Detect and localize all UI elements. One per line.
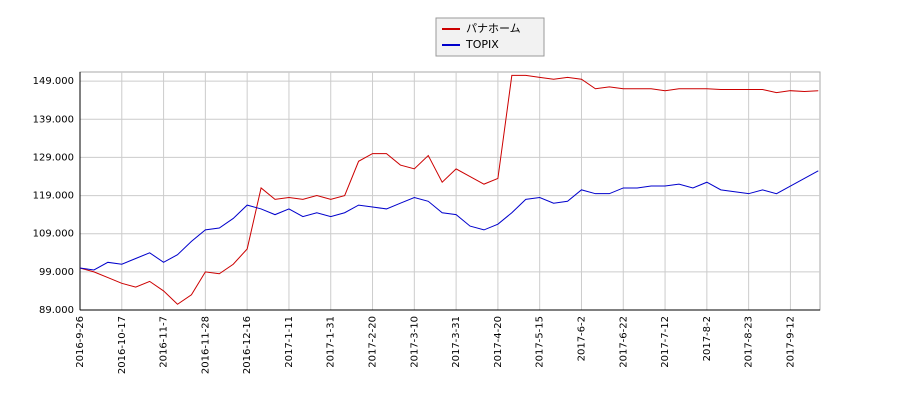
x-tick-label: 2017-5-15 [535,316,546,368]
x-tick-label: 2016-11-28 [200,316,211,374]
y-tick-label: 119.000 [33,191,74,202]
x-tick-label: 2017-1-11 [284,316,295,368]
x-tick-label: 2017-7-12 [660,316,671,368]
x-tick-label: 2017-3-31 [451,316,462,368]
x-tick-label: 2017-6-22 [618,316,629,368]
x-tick-label: 2017-4-20 [493,316,504,368]
legend-label: TOPIX [465,38,499,51]
legend-box [435,17,545,57]
y-tick-label: 99.000 [39,267,74,278]
plot-area [79,71,821,311]
x-tick-label: 2017-1-31 [326,316,337,368]
series-line [79,170,819,271]
x-tick-label: 2016-9-26 [75,316,86,368]
y-tick-label: 149.000 [33,76,74,87]
x-tick-label: 2017-8-23 [744,316,755,368]
y-tick-label: 89.000 [39,305,74,316]
x-tick-label: 2016-12-16 [242,316,253,374]
x-tick-label: 2017-6-2 [576,316,587,361]
x-tick-label: 2017-3-10 [409,316,420,368]
x-tick-label: 2017-2-20 [368,316,379,368]
y-tick-label: 129.000 [33,152,74,163]
legend-label: パナホーム [466,22,521,35]
y-tick-label: 109.000 [33,229,74,240]
y-tick-label: 139.000 [33,114,74,125]
x-tick-label: 2016-10-17 [117,316,128,374]
x-tick-label: 2016-11-7 [159,316,170,368]
x-tick-label: 2017-8-2 [702,316,713,361]
x-tick-label: 2017-9-12 [785,316,796,368]
series-line [79,74,819,305]
